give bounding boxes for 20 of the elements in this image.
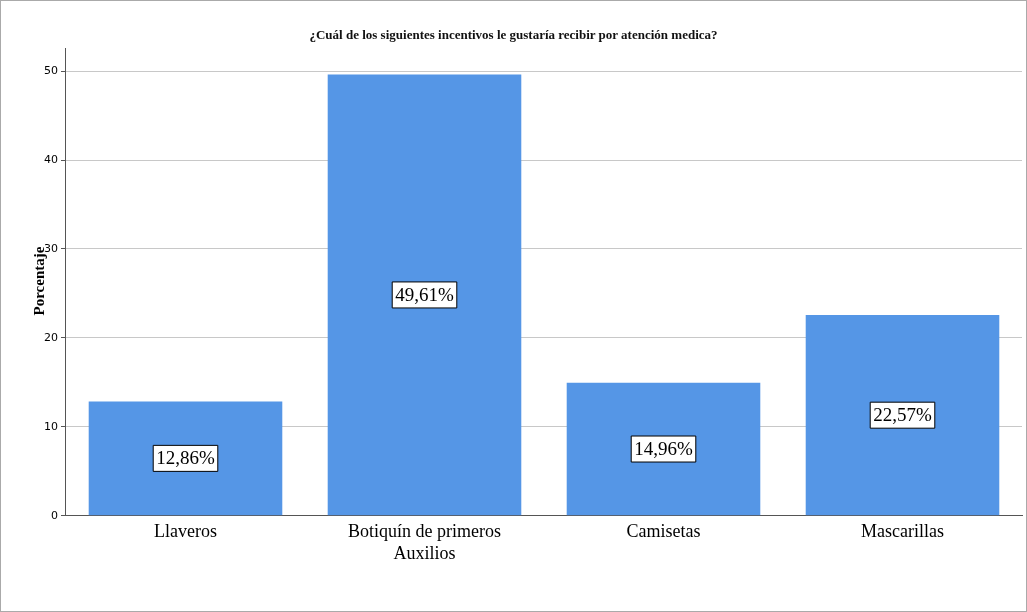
- x-tick-label: Mascarillas: [861, 521, 944, 542]
- y-axis-title: Porcentaje: [30, 246, 47, 316]
- chart-title: ¿Cuál de los siguientes incentivos le gustaría recibir por atención medica?: [308, 27, 719, 43]
- y-tick-label: 50: [44, 63, 58, 77]
- y-tick-label: 0: [51, 508, 58, 522]
- x-tick-label: Llaveros: [154, 521, 217, 542]
- data-label: 49,61%: [395, 283, 454, 305]
- data-label: 14,96%: [634, 438, 693, 460]
- data-label: 22,57%: [873, 404, 932, 426]
- data-label: 12,86%: [156, 447, 215, 469]
- bar: [805, 315, 1000, 516]
- y-tick-label: 10: [44, 419, 58, 433]
- y-tick-label: 30: [44, 241, 58, 255]
- bar: [88, 401, 283, 516]
- y-tick-label: 40: [44, 152, 58, 166]
- x-tick-label: Botiquín de primeros Auxilios: [348, 521, 501, 563]
- bar: [327, 74, 522, 516]
- x-tick-label: Camisetas: [626, 521, 701, 542]
- y-tick-label: 20: [44, 330, 58, 344]
- bar: [566, 382, 761, 516]
